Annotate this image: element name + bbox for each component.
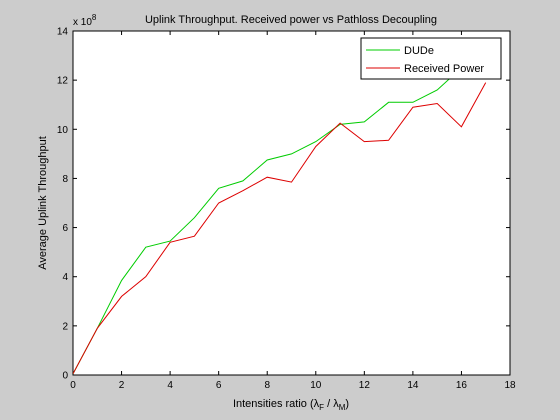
- x-tick-label: 10: [310, 380, 322, 391]
- x-tick-label: 8: [264, 380, 270, 391]
- legend: DUDe Received Power: [360, 37, 502, 80]
- x-tick-label: 6: [216, 380, 222, 391]
- y-tick-label: 12: [57, 76, 69, 87]
- y-tick-label: 4: [62, 272, 68, 283]
- y-axis-label: Average Uplink Throughput: [37, 136, 49, 270]
- x-axis-label: Intensities ratio (λF / λM): [233, 398, 349, 412]
- y-tick-label: 8: [62, 174, 68, 185]
- x-tick-label: 16: [456, 380, 468, 391]
- legend-box: [360, 37, 502, 80]
- series-line-dude: [73, 50, 486, 375]
- legend-label-received-power: Received Power: [404, 63, 484, 75]
- y-multiplier-exponent: 8: [92, 13, 97, 22]
- y-tick-label: 2: [62, 321, 68, 332]
- y-tick-label: 14: [57, 27, 69, 38]
- plot-area: [72, 30, 511, 376]
- x-tick-label: 2: [119, 380, 125, 391]
- y-multiplier-base: x 10: [73, 17, 92, 28]
- series-layer: [73, 50, 487, 375]
- x-tick-label: 14: [407, 380, 419, 391]
- chart-title: Uplink Throughput. Received power vs Pat…: [145, 14, 437, 26]
- y-tick-label: 0: [62, 371, 68, 382]
- x-tick-label: 4: [167, 380, 173, 391]
- x-tick-label: 0: [70, 380, 76, 391]
- legend-label-dude: DUDe: [404, 45, 434, 57]
- series-line-received-power: [73, 82, 487, 375]
- y-tick-label: 10: [57, 125, 69, 136]
- x-axis: 0 2 4 6 8 10 12 14 16 18: [70, 31, 516, 391]
- y-axis: 0 2 4 6 8 10 12 14: [57, 27, 510, 382]
- x-tick-label: 18: [504, 380, 516, 391]
- y-tick-label: 6: [62, 223, 68, 234]
- y-axis-multiplier: x 108: [73, 13, 97, 28]
- x-tick-label: 12: [359, 380, 371, 391]
- svg-text:x 108: x 108: [73, 13, 97, 28]
